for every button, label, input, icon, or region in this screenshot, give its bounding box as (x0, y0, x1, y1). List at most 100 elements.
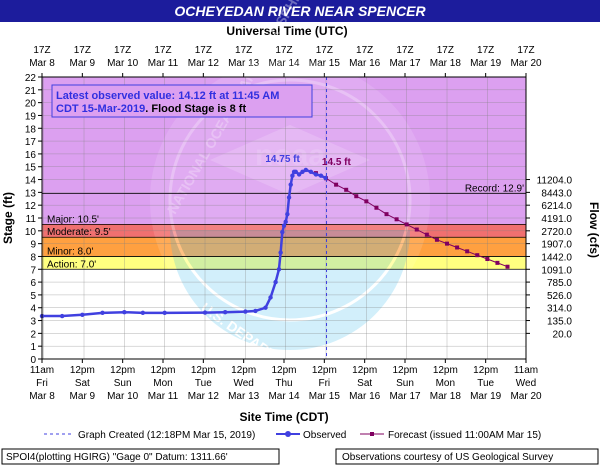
observed-point (283, 219, 288, 225)
forecast-point (465, 249, 470, 254)
y-tick-label: 16 (25, 150, 37, 161)
flood-stage-text: . Flood Stage is 8 ft (145, 103, 246, 115)
x-tick-label: 12pm (191, 365, 216, 376)
observed-point (243, 309, 248, 314)
top-tick-label: 17Z (477, 45, 494, 56)
x-tick-label: Mar 20 (510, 391, 542, 402)
forecast-point (424, 232, 429, 237)
flow-tick-label: 8443.0 (541, 188, 572, 199)
x-axis-title: Site Time (CDT) (239, 410, 328, 424)
x-tick-label: 12pm (473, 365, 498, 376)
y-tick-label: 9 (30, 240, 36, 251)
x-tick-label: Mar 9 (70, 391, 96, 402)
x-tick-label: Sun (396, 378, 414, 389)
flow-tick-label: 526.0 (547, 291, 572, 302)
top-tick-label: Mar 16 (349, 58, 381, 69)
flow-tick-label: 1907.0 (541, 240, 572, 251)
observed-point (122, 310, 127, 315)
observed-point (303, 167, 309, 173)
x-tick-label: 12pm (150, 365, 175, 376)
x-tick-label: Tue (195, 378, 212, 389)
forecast-point (364, 199, 369, 204)
latest-observation-line1: Latest observed value: 14.12 ft at 11:45… (56, 90, 279, 102)
top-tick-label: 17Z (356, 45, 373, 56)
legend-forecast-label: Forecast (issued 11:00AM Mar 15) (388, 430, 541, 441)
y-tick-label: 21 (25, 86, 37, 97)
x-tick-label: 12pm (110, 365, 135, 376)
flood-label-record: Record: 12.9' (465, 184, 524, 195)
observed-point (285, 211, 290, 217)
forecast-point (475, 253, 480, 258)
observed-point (140, 310, 146, 316)
top-tick-label: 17Z (195, 45, 212, 56)
y-tick-label: 17 (25, 137, 37, 148)
x-tick-label: 12pm (231, 365, 256, 376)
top-tick-label: 17Z (437, 45, 454, 56)
forecast-point (334, 182, 339, 187)
forecast-peak-label: 14.5 ft (322, 157, 352, 168)
x-tick-label: 12pm (392, 365, 417, 376)
observed-point (293, 169, 298, 175)
y-tick-label: 1 (30, 342, 36, 353)
top-tick-label: Mar 15 (309, 58, 341, 69)
y-tick-label: 8 (30, 252, 36, 263)
observed-point (288, 182, 293, 187)
top-tick-label: Mar 12 (188, 58, 220, 69)
observed-point (281, 223, 287, 228)
title-bar (0, 0, 600, 22)
top-tick-label: Mar 20 (510, 58, 542, 69)
observed-point (290, 173, 295, 178)
observed-point (222, 310, 228, 315)
latest-observation-box (51, 84, 313, 118)
x-tick-label: Mon (436, 378, 455, 389)
x-tick-label: Mar 8 (29, 391, 55, 402)
forecast-point (495, 260, 500, 265)
observed-point (59, 313, 65, 319)
y-tick-label: 2 (30, 329, 36, 340)
chart-title: OCHEYEDAN RIVER NEAR SPENCER (174, 3, 426, 19)
x-tick-label: Wed (516, 378, 536, 389)
x-tick-label: Sun (114, 378, 132, 389)
x-tick-label: Mar 12 (188, 391, 220, 402)
y-axis-title-left: Stage (ft) (1, 192, 15, 244)
y-tick-label: 12 (25, 201, 37, 212)
observed-point (323, 175, 328, 181)
latest-observation-date: CDT 15-Mar-2019 (56, 103, 145, 115)
y-tick-label: 5 (30, 291, 36, 302)
top-tick-label: 17Z (114, 45, 131, 56)
y-tick-label: 3 (30, 317, 36, 328)
observed-peak-label: 14.75 ft (265, 154, 300, 165)
top-axis-ticks: 17Z Mar 8 17Z Mar 9 17Z Mar 10 17Z Mar 11 17Z Mar… (29, 45, 542, 77)
top-tick-label: Mar 8 (29, 58, 55, 69)
flood-label-major: Major: 10.5' (47, 214, 99, 225)
x-tick-label: Sat (75, 378, 90, 389)
flow-tick-label: 1442.0 (541, 252, 572, 263)
flow-tick-label: 4191.0 (541, 214, 572, 225)
forecast-point (485, 257, 490, 262)
footer-left-text: SPOI4(plotting HGIRG) "Gage 0" Datum: 13… (6, 452, 228, 463)
flow-tick-label: 135.0 (547, 317, 572, 328)
band-normal (42, 269, 526, 359)
x-tick-label: Tue (477, 378, 494, 389)
top-axis-title: Universal Time (UTC) (226, 24, 347, 38)
x-tick-label: Mar 14 (268, 391, 300, 402)
flow-tick-label: 6214.0 (541, 201, 572, 212)
x-tick-label: 12pm (433, 365, 458, 376)
forecast-point (445, 241, 450, 246)
forecast-point (354, 194, 359, 199)
legend-observed-marker (285, 431, 291, 437)
forecast-point (414, 227, 419, 232)
flow-tick-label: 11204.0 (537, 176, 573, 187)
top-tick-label: Mar 9 (70, 58, 96, 69)
observed-point (300, 169, 305, 175)
y-tick-label: 4 (30, 304, 36, 315)
x-tick-label: 11am (30, 365, 54, 376)
x-tick-label: Mar 17 (389, 391, 421, 402)
x-tick-label: Mar 10 (107, 391, 139, 402)
y-tick-label: 18 (25, 124, 37, 135)
bottom-axis-ticks: 11am Fri Mar 8 12pm Sat Mar 9 12pm Sun Mar 10 12p… (29, 359, 542, 402)
forecast-point (505, 264, 510, 269)
